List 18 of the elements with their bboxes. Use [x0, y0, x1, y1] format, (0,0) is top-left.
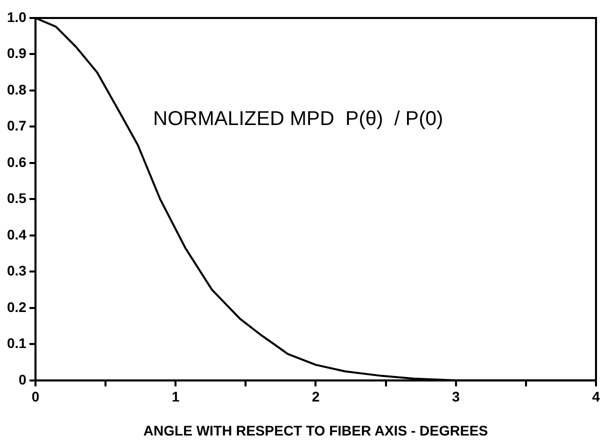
y-tick-label: 0.6	[6, 154, 27, 170]
y-tick-label: 0.3	[6, 262, 27, 279]
y-tick-label: 0.2	[6, 298, 27, 315]
x-tick-label: 1	[172, 388, 180, 405]
x-tick-label: 3	[452, 388, 460, 405]
y-tick-label: 0.1	[6, 335, 27, 352]
annotation: NORMALIZED MPD P(θ) / P(0)	[153, 108, 444, 130]
y-tick-label: 0.8	[6, 81, 27, 98]
x-axis-title: ANGLE WITH RESPECT TO FIBER AXIS - DEGREES	[143, 422, 488, 438]
y-tick-label: 1.0	[6, 8, 27, 25]
y-tick-label: 0	[18, 371, 27, 388]
x-tick-label: 2	[312, 388, 320, 405]
y-tick-label: 0.5	[6, 190, 27, 206]
y-tick-label: 0.4	[6, 226, 27, 242]
x-tick-label: 0	[32, 388, 40, 405]
y-tick-label: 0.9	[6, 45, 27, 62]
x-tick-label: 4	[592, 388, 600, 405]
y-tick-label: 0.7	[6, 118, 27, 134]
